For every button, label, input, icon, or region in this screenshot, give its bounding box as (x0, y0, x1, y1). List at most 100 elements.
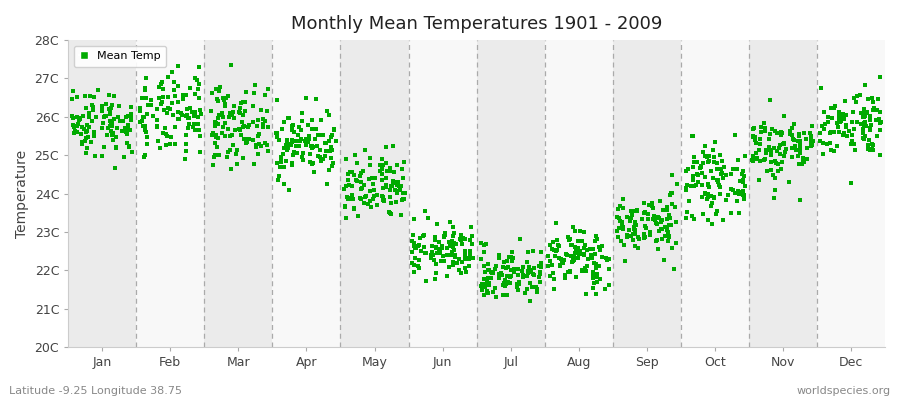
Point (205, 130, 220, 136)
Point (599, 257, 614, 263)
Point (289, 143, 303, 150)
Point (79, 128, 94, 134)
Point (572, 248, 587, 254)
Point (638, 209, 652, 215)
Point (511, 287, 526, 294)
Point (849, 99, 863, 106)
Point (238, 140, 253, 146)
Point (546, 247, 561, 254)
Point (836, 111, 850, 118)
Point (104, 120, 119, 126)
Point (137, 113, 151, 120)
Point (437, 231, 452, 238)
Point (248, 82, 262, 88)
Point (319, 140, 333, 146)
Point (575, 238, 590, 244)
Point (495, 272, 509, 279)
Point (866, 146, 880, 153)
Point (873, 109, 887, 116)
Point (629, 222, 643, 228)
Point (354, 196, 368, 202)
Point (565, 224, 580, 230)
Point (566, 254, 580, 260)
Point (204, 132, 219, 138)
Point (479, 281, 493, 288)
Point (710, 166, 724, 172)
Point (385, 143, 400, 149)
Point (343, 169, 357, 175)
Point (166, 79, 181, 85)
Point (424, 254, 438, 261)
Bar (477, 40, 544, 347)
Point (277, 118, 292, 125)
Point (291, 132, 305, 138)
Point (463, 247, 477, 254)
Point (481, 261, 495, 267)
Point (218, 120, 232, 126)
Point (305, 116, 320, 123)
Point (379, 184, 393, 190)
Point (279, 158, 293, 164)
Point (323, 144, 338, 150)
Point (838, 98, 852, 104)
Point (447, 240, 462, 246)
Point (824, 129, 839, 135)
Point (338, 202, 353, 209)
Point (458, 256, 473, 262)
Point (763, 148, 778, 154)
Point (75, 130, 89, 137)
Point (428, 257, 442, 264)
Point (736, 168, 751, 174)
Point (375, 156, 390, 162)
Point (191, 86, 205, 92)
Text: Latitude -9.25 Longitude 38.75: Latitude -9.25 Longitude 38.75 (9, 386, 182, 396)
Point (627, 218, 642, 225)
Point (388, 187, 402, 194)
Point (758, 125, 772, 131)
Point (733, 178, 747, 184)
Point (221, 148, 236, 155)
Point (491, 252, 506, 259)
Point (261, 124, 275, 130)
Point (661, 204, 675, 210)
Point (87, 133, 102, 140)
Point (261, 86, 275, 92)
Point (286, 152, 301, 158)
Point (354, 178, 368, 185)
Point (350, 178, 365, 184)
Point (641, 216, 655, 222)
Point (256, 120, 270, 127)
Point (346, 172, 361, 178)
Point (398, 190, 412, 196)
Point (830, 120, 844, 126)
Point (107, 93, 122, 99)
Point (270, 130, 284, 137)
Point (247, 90, 261, 96)
Point (391, 178, 405, 185)
Point (656, 207, 670, 214)
Point (238, 99, 252, 105)
Point (679, 186, 693, 193)
Point (218, 101, 232, 107)
Point (384, 210, 399, 217)
Point (714, 165, 728, 172)
Point (561, 269, 575, 275)
Point (95, 106, 110, 112)
Point (222, 114, 237, 121)
Point (434, 257, 448, 264)
Point (578, 265, 592, 271)
Point (357, 194, 372, 200)
Point (746, 133, 760, 139)
Point (575, 251, 590, 258)
Point (319, 148, 333, 154)
Point (691, 172, 706, 179)
Point (285, 123, 300, 130)
Point (286, 149, 301, 155)
Point (188, 113, 202, 120)
Point (326, 160, 340, 166)
Point (348, 152, 363, 158)
Point (764, 126, 778, 132)
Point (383, 187, 398, 194)
Point (504, 266, 518, 273)
Point (792, 161, 806, 168)
